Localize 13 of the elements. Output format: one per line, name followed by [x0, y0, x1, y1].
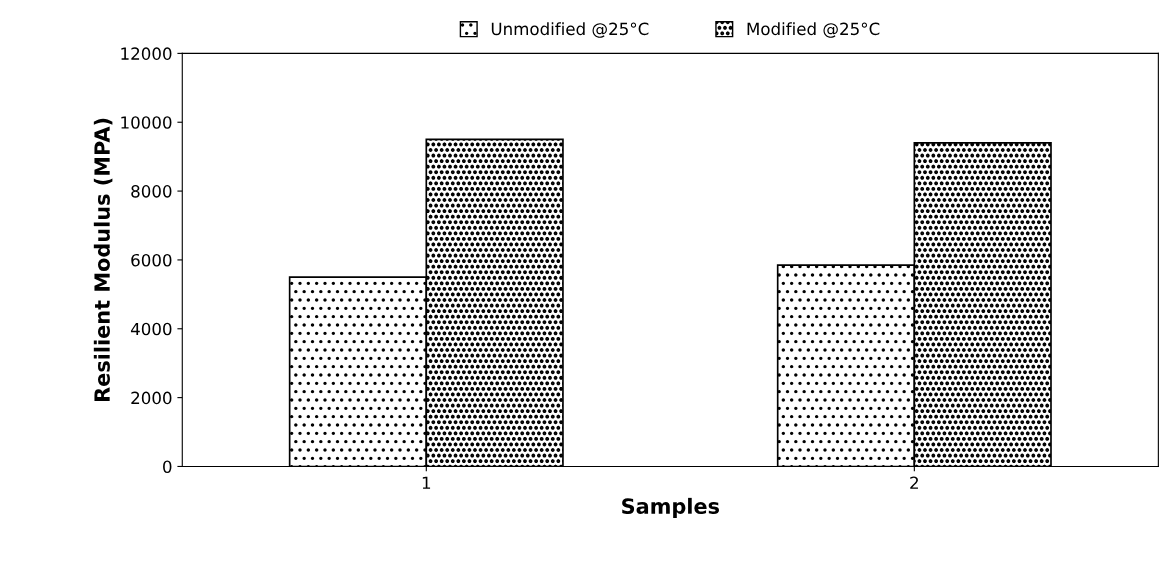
y-tick-label: 4000 [130, 322, 172, 336]
y-tick-label: 2000 [131, 391, 172, 405]
y-tick-label: 0 [163, 460, 172, 474]
y-tick-label: 12000 [121, 47, 172, 60]
x-tick-label: 2 [910, 476, 918, 489]
x-tick-label: 1 [422, 476, 431, 489]
legend-label: Modified @25°C [747, 22, 880, 38]
x-axis-title: Samples [622, 497, 720, 519]
y-axis-title: Resilient Modulus (MPA) [93, 118, 113, 401]
legend-label: Unmodified @25°C [491, 22, 649, 38]
y-tick-label: 10000 [121, 116, 172, 129]
y-tick-label: 8000 [131, 185, 172, 198]
y-tick-label: 6000 [131, 253, 172, 267]
